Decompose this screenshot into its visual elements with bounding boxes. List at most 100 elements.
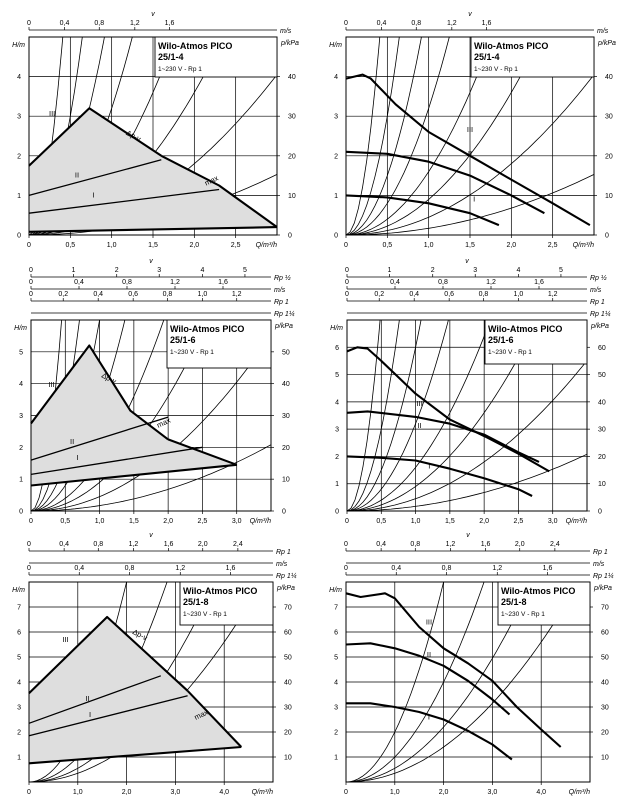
chart-title: Wilo-Atmos PICO [488,324,562,334]
y-tick-label: 6 [335,345,339,352]
y2-tick-label: 10 [605,193,613,200]
system-curve [347,320,400,511]
velocity-tick-label: 0 [27,20,31,27]
y-axis-label: H/m [12,587,25,594]
y2-tick-label: 30 [605,114,613,121]
velocity-tick-label: 0 [27,541,31,548]
curve-label: max [155,416,172,430]
x-tick-label: 2,5 [548,242,558,249]
x-tick-label: 2,0 [189,242,199,249]
y2-tick-label: 30 [282,413,290,420]
velocity-unit: m/s [276,561,288,568]
velocity-tick-label: 1 [388,267,392,274]
pump-curve-5 [28,226,278,233]
velocity-tick-label: 0,8 [122,279,132,286]
y2-tick-label: 30 [601,705,609,712]
velocity-tick-label: 0,4 [376,541,386,548]
pump-curve-2 [28,675,162,724]
velocity-tick-label: 1,6 [218,279,228,286]
velocity-tick-label: 0,4 [390,279,400,286]
y-tick-label: 3 [334,705,338,712]
system-curve [29,37,83,235]
curve-label: II [427,650,431,659]
velocity-unit: Rp 1 [593,549,608,556]
velocity-tick-label: 1,6 [482,20,492,27]
x-axis-label: Q/m³/h [569,789,590,796]
y2-tick-label: 50 [598,372,606,379]
chart-model: 25/1-4 [474,52,500,62]
x-tick-label: 1,0 [411,518,421,525]
velocity-unit: Rp 1¼ [274,311,295,318]
y-tick-label: 5 [334,655,338,662]
velocity-tick-label: 1,6 [226,565,236,572]
x-tick-label: 0,5 [382,242,392,249]
pump-curve-2 [345,642,511,716]
velocity-tick-label: 0 [344,541,348,548]
y-tick-label: 1 [17,755,21,762]
velocity-unit: Rp 1 [276,549,291,556]
x-tick-label: 3,0 [548,518,558,525]
system-curves [347,320,587,511]
velocity-tick-label: 1,2 [486,279,496,286]
velocity-tick-label: 1,2 [548,291,558,298]
velocity-tick-label: 0,4 [74,279,84,286]
pump-curve-2 [28,159,162,197]
curve-label: II [418,421,422,430]
x-tick-label: 1,0 [390,789,400,796]
system-curve [31,320,165,511]
x-tick-label: 1,5 [465,242,475,249]
velocity-tick-label: 0,4 [409,291,419,298]
velocity-tick-label: 0 [29,279,33,286]
x-tick-label: 2,0 [122,789,132,796]
velocity-unit: Rp ½ [590,274,607,282]
velocity-tick-label: 0,4 [391,565,401,572]
curve-label: III [48,380,54,389]
y2-tick-label: 0 [288,233,292,240]
y-tick-label: 4 [17,680,21,687]
x-tick-label: 3,0 [171,789,181,796]
velocity-symbol: v [151,11,155,18]
y-tick-label: 1 [335,481,339,488]
y2-tick-label: 60 [284,630,292,637]
operating-range-area [29,617,242,764]
chart-supply: 1~230 V - Rp 1 [474,66,518,73]
pump-curve-4 [160,154,278,228]
velocity-tick-label: 0,4 [59,541,69,548]
curve-label: I [473,194,475,203]
y-tick-label: 4 [17,74,21,81]
y2-tick-label: 10 [288,193,296,200]
y-tick-label: 2 [334,730,338,737]
y-tick-label: 1 [17,193,21,200]
curve-label: II [85,694,89,703]
velocity-symbol: v [149,258,153,265]
velocity-unit: m/s [590,287,602,294]
system-curve [346,74,594,235]
x-tick-label: 0,5 [376,518,386,525]
system-curve [347,320,381,511]
chart-title: Wilo-Atmos PICO [183,586,257,596]
x-tick-label: 0 [344,242,348,249]
curve-label: III [417,399,423,408]
y-tick-label: 2 [334,153,338,160]
pump-curve-4 [186,690,243,748]
velocity-tick-label: 2,4 [550,541,560,548]
velocity-tick-label: 1,2 [492,565,502,572]
pump-curve-1 [28,107,162,167]
chart-supply: 1~230 V - Rp 1 [158,66,202,73]
velocity-tick-label: 5 [243,267,247,274]
velocity-symbol: v [149,532,153,539]
y-axis-label: H/m [329,42,342,49]
y-tick-label: 6 [17,630,21,637]
x-tick-label: 1,0 [95,518,105,525]
y2-tick-label: 70 [601,605,609,612]
velocity-unit: m/s [274,287,286,294]
y2-tick-label: 0 [282,509,286,516]
x-axis-label: Q/m³/h [256,242,277,249]
chart-title: Wilo-Atmos PICO [474,41,548,51]
y-tick-label: 3 [19,413,23,420]
x-tick-label: 1,5 [445,518,455,525]
velocity-tick-label: 0,8 [94,20,104,27]
y2-tick-label: 30 [288,114,296,121]
y2-tick-label: 60 [598,345,606,352]
